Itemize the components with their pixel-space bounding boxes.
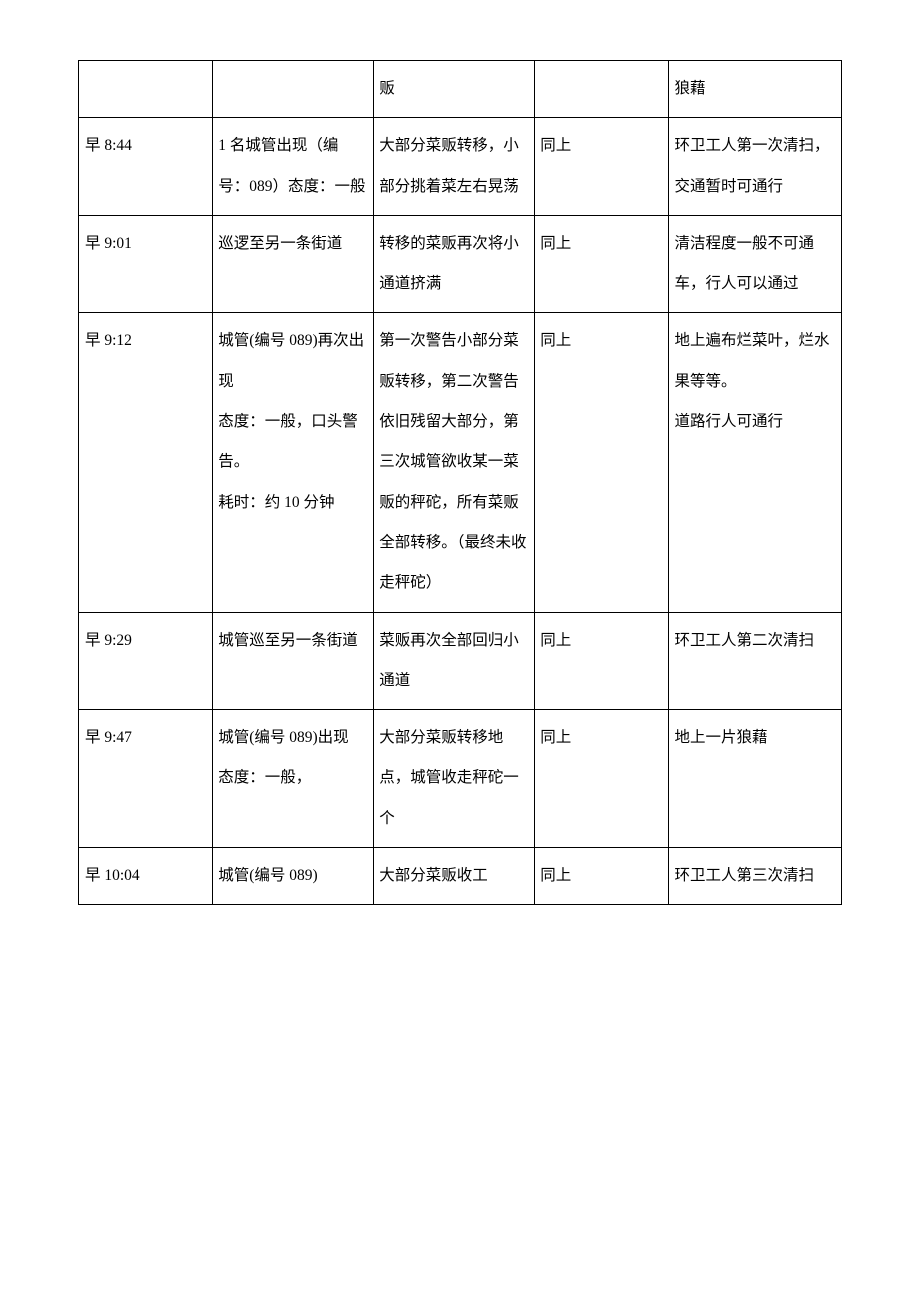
table-cell: 狼藉 xyxy=(669,61,842,118)
table-cell: 环卫工人第二次清扫 xyxy=(669,612,842,710)
table-cell: 早 9:01 xyxy=(79,215,213,313)
table-cell xyxy=(535,61,669,118)
table-cell: 早 10:04 xyxy=(79,848,213,905)
table-cell: 地上遍布烂菜叶，烂水果等等。道路行人可通行 xyxy=(669,313,842,612)
table-cell: 大部分菜贩转移地点，城管收走秤砣一个 xyxy=(374,710,535,848)
table-cell: 城管巡至另一条街道 xyxy=(213,612,374,710)
table-cell: 大部分菜贩转移，小部分挑着菜左右晃荡 xyxy=(374,118,535,216)
table-cell xyxy=(79,61,213,118)
table-cell: 大部分菜贩收工 xyxy=(374,848,535,905)
table-cell: 城管(编号 089)出现态度：一般， xyxy=(213,710,374,848)
table-cell: 城管(编号 089)再次出现态度：一般，口头警告。耗时：约 10 分钟 xyxy=(213,313,374,612)
table-cell: 环卫工人第一次清扫，交通暂时可通行 xyxy=(669,118,842,216)
table-cell: 贩 xyxy=(374,61,535,118)
table-row: 早 9:47城管(编号 089)出现态度：一般，大部分菜贩转移地点，城管收走秤砣… xyxy=(79,710,842,848)
table-cell: 同上 xyxy=(535,118,669,216)
table-cell: 地上一片狼藉 xyxy=(669,710,842,848)
table-cell: 早 8:44 xyxy=(79,118,213,216)
table-cell: 环卫工人第三次清扫 xyxy=(669,848,842,905)
table-cell: 早 9:47 xyxy=(79,710,213,848)
table-cell: 同上 xyxy=(535,313,669,612)
table-cell: 清洁程度一般不可通车，行人可以通过 xyxy=(669,215,842,313)
table-cell: 城管(编号 089) xyxy=(213,848,374,905)
table-cell: 同上 xyxy=(535,710,669,848)
table-row: 早 9:01巡逻至另一条街道转移的菜贩再次将小通道挤满同上清洁程度一般不可通车，… xyxy=(79,215,842,313)
table-cell: 同上 xyxy=(535,612,669,710)
table-cell: 转移的菜贩再次将小通道挤满 xyxy=(374,215,535,313)
table-row: 早 10:04城管(编号 089)大部分菜贩收工同上环卫工人第三次清扫 xyxy=(79,848,842,905)
table-cell: 早 9:12 xyxy=(79,313,213,612)
table-cell xyxy=(213,61,374,118)
table-cell: 1 名城管出现（编号：089）态度：一般 xyxy=(213,118,374,216)
observation-table: 贩狼藉早 8:441 名城管出现（编号：089）态度：一般大部分菜贩转移，小部分… xyxy=(78,60,842,905)
table-cell: 同上 xyxy=(535,848,669,905)
table-row: 早 8:441 名城管出现（编号：089）态度：一般大部分菜贩转移，小部分挑着菜… xyxy=(79,118,842,216)
table-cell: 第一次警告小部分菜贩转移，第二次警告依旧残留大部分，第三次城管欲收某一菜贩的秤砣… xyxy=(374,313,535,612)
table-cell: 巡逻至另一条街道 xyxy=(213,215,374,313)
table-row: 早 9:29城管巡至另一条街道菜贩再次全部回归小通道同上环卫工人第二次清扫 xyxy=(79,612,842,710)
table-row: 贩 狼藉 xyxy=(79,61,842,118)
table-cell: 早 9:29 xyxy=(79,612,213,710)
table-cell: 菜贩再次全部回归小通道 xyxy=(374,612,535,710)
table-row: 早 9:12城管(编号 089)再次出现态度：一般，口头警告。耗时：约 10 分… xyxy=(79,313,842,612)
table-body: 贩狼藉早 8:441 名城管出现（编号：089）态度：一般大部分菜贩转移，小部分… xyxy=(79,61,842,905)
table-cell: 同上 xyxy=(535,215,669,313)
